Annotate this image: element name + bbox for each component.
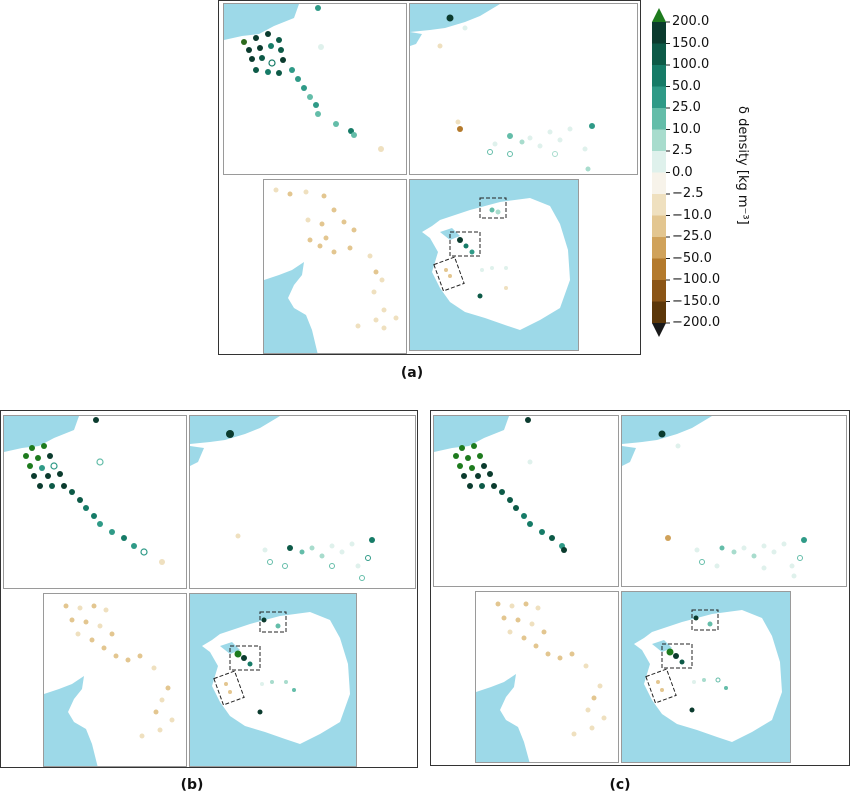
overview-a-stations: [444, 207, 508, 299]
colorbar-tick-label: 25.0: [672, 100, 701, 115]
colorbar-segment: [652, 151, 666, 173]
colorbar-title: δ density [kg m⁻³]: [735, 106, 750, 225]
colorbar-segment: [652, 108, 666, 130]
stations-a-peninsula: [241, 5, 384, 152]
colorbar-tick-label: 0.0: [672, 164, 693, 180]
inset-a-coast-map: [410, 4, 595, 172]
stations-b-peninsula: [23, 417, 165, 565]
colorbar-extend-bottom: [652, 323, 666, 337]
colorbar-segment: [652, 215, 666, 238]
stations-b-weddell: [63, 603, 175, 739]
colorbar-tick-label: 150.0: [672, 35, 710, 51]
inset-c-peninsula-map: [434, 416, 567, 553]
caption-b: (b): [180, 777, 204, 793]
stations-c-peninsula: [453, 417, 567, 553]
colorbar-tick-label: −25.0: [672, 229, 712, 244]
stations-b-coast: [226, 430, 375, 581]
inset-c-overview: [621, 591, 791, 763]
colorbar-tick-label: 100.0: [672, 57, 710, 72]
colorbar-tick-label: −10.0: [672, 207, 712, 223]
inset-b-peninsula-map: [4, 416, 165, 565]
inset-a-peninsula-map: [224, 4, 384, 152]
inset-b-overview-map: [202, 611, 350, 744]
stations-c-coast: [658, 430, 807, 579]
figure-a: [218, 0, 641, 355]
colorbar-tick-label: 200.0: [672, 14, 710, 29]
overview-b-stations: [224, 617, 296, 715]
overview-c-boxes: [645, 609, 719, 704]
colorbar-tick-label: −100.0: [672, 272, 721, 287]
inset-b-overview: [189, 593, 357, 767]
colorbar-tick-label: −200.0: [672, 315, 721, 330]
caption-a: (a): [400, 365, 424, 381]
colorbar-tick-label: −2.5: [672, 186, 704, 201]
colorbar-segment: [652, 129, 666, 152]
colorbar-tick-label: −150.0: [672, 293, 721, 309]
inset-a-overview-map: [422, 197, 570, 330]
colorbar-segment: [652, 172, 666, 195]
colorbar-tick-label: −50.0: [672, 250, 712, 266]
inset-a-weddell: [263, 179, 407, 354]
colorbar-tick-label: 50.0: [672, 78, 701, 94]
inset-b-coast: [189, 415, 416, 589]
stations-c-weddell: [495, 601, 607, 737]
figure-b: [0, 410, 418, 768]
colorbar-segment: [652, 86, 666, 109]
stations-a-coast: [437, 14, 595, 172]
inset-c-coast-map: [622, 416, 807, 579]
colorbar-segment: [652, 65, 666, 87]
colorbar-tick-label: 10.0: [672, 121, 701, 137]
inset-b-coast-map: [190, 416, 375, 581]
colorbar-segment: [652, 258, 666, 281]
inset-b-weddell-map: [44, 603, 175, 766]
figure-c: [430, 410, 850, 766]
inset-a-overview: [409, 179, 579, 351]
colorbar-extend-top: [652, 8, 666, 22]
inset-a-weddell-map: [264, 187, 399, 353]
colorbar-tick-label: 2.5: [672, 143, 693, 158]
colorbar-segment: [652, 280, 666, 302]
overview-b-boxes: [213, 611, 287, 706]
inset-c-weddell-map: [476, 601, 607, 762]
inset-c-peninsula: [433, 415, 619, 587]
inset-c-weddell: [475, 591, 619, 763]
stations-a-weddell: [273, 187, 399, 331]
caption-c: (c): [609, 777, 631, 793]
overview-a-boxes: [433, 197, 507, 292]
inset-b-weddell: [43, 593, 187, 767]
overview-c-stations: [656, 615, 728, 713]
colorbar-segment: [652, 237, 666, 259]
colorbar-segment: [652, 22, 666, 44]
inset-a-peninsula: [223, 3, 407, 175]
colorbar-scale: [652, 8, 670, 337]
inset-b-peninsula: [3, 415, 187, 589]
inset-c-overview-map: [634, 609, 782, 742]
inset-c-coast: [621, 415, 847, 587]
colorbar-segment: [652, 194, 666, 216]
colorbar-segment: [652, 43, 666, 66]
inset-a-coast: [409, 3, 638, 175]
colorbar: 200.0 150.0 100.0 50.0 25.0 10.0 2.5 0.0 −2.5 −10…: [652, 6, 752, 346]
colorbar-segment: [652, 301, 666, 324]
